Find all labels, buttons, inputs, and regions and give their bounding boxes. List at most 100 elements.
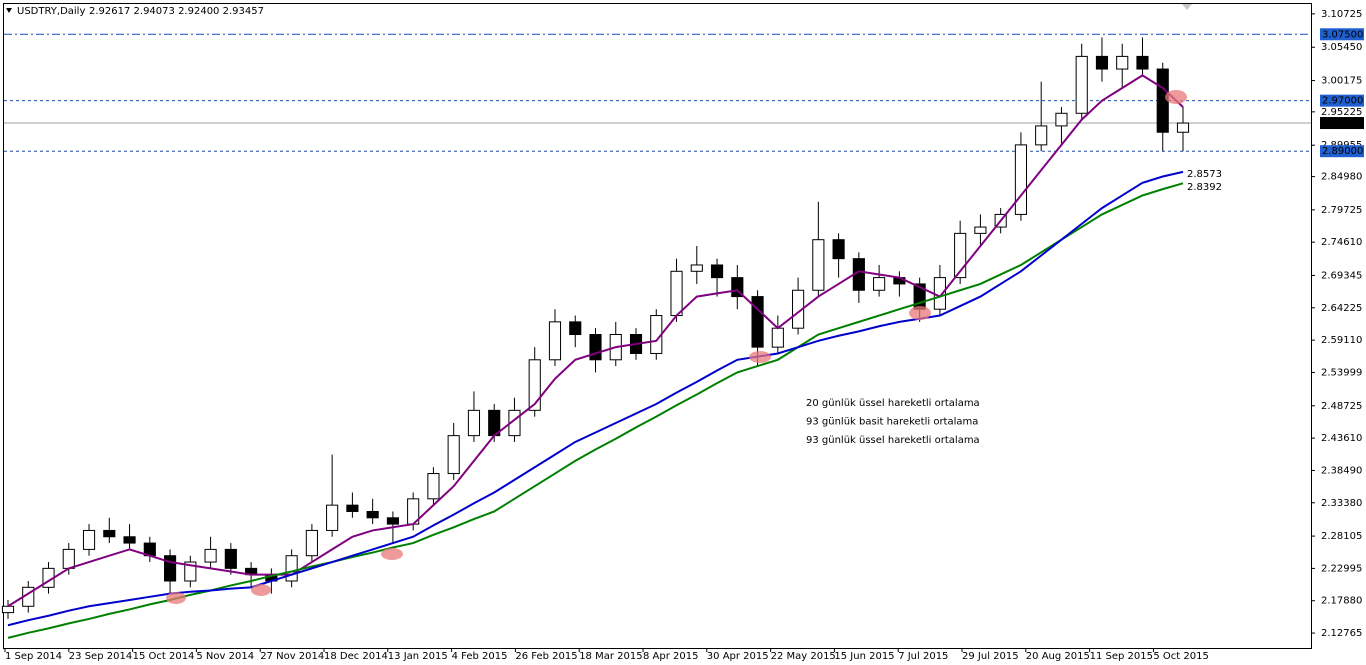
ma-line (7, 170, 1184, 627)
legend-entry: 93 günlük üssel hareketli ortalama (806, 435, 980, 446)
y-tick-label: 2.53999 (1321, 367, 1362, 378)
level-label: 3.07500 (1322, 29, 1363, 40)
x-tick-label: 1 Sep 2014 (5, 651, 62, 662)
x-tick-label: 7 Jul 2015 (898, 651, 948, 662)
plot-frame (3, 3, 1312, 649)
candle-body (569, 321, 582, 336)
candle-body (1, 605, 15, 614)
candle-body (1095, 55, 1109, 70)
candle-body (832, 239, 845, 260)
candle-body (224, 548, 237, 569)
y-tick-label: 3.10725 (1321, 9, 1362, 20)
candle-body (326, 504, 339, 531)
x-tick-label: 8 Apr 2015 (643, 651, 698, 662)
x-tick-label: 23 Sep 2014 (69, 651, 132, 662)
candle-body (163, 555, 177, 582)
candle-body (933, 277, 946, 310)
highlight (381, 548, 403, 560)
highlight (749, 351, 771, 363)
y-tick-label: 2.33380 (1321, 498, 1362, 509)
y-tick-label: 2.12765 (1321, 628, 1362, 639)
highlight (166, 592, 186, 604)
y-tick-label: 2.22995 (1321, 563, 1362, 574)
y-tick-label: 2.43610 (1321, 433, 1362, 444)
y-tick-label: 2.69345 (1321, 270, 1362, 281)
ma-line (7, 74, 1184, 608)
x-tick-label: 5 Oct 2015 (1153, 651, 1208, 662)
candle-body (1075, 55, 1088, 114)
x-tick-label: 22 May 2015 (771, 651, 836, 662)
end-label: 2.8573 (1187, 169, 1222, 180)
candle-body (974, 226, 987, 234)
candle-body (1014, 144, 1028, 215)
candle-body (1055, 112, 1068, 127)
level-tag (1320, 28, 1364, 41)
x-tick-label: 18 Mar 2015 (579, 651, 642, 662)
candle-body (427, 473, 440, 500)
candle-body (82, 529, 96, 550)
candle-body (1116, 55, 1129, 70)
level-tag (1320, 94, 1364, 107)
y-tick-label: 3.05450 (1321, 42, 1362, 53)
y-tick-label: 2.79725 (1321, 205, 1362, 216)
ma-line (7, 182, 1184, 639)
candle-body (184, 561, 197, 582)
x-tick-label: 20 Aug 2015 (1026, 651, 1090, 662)
x-tick-label: 4 Feb 2015 (452, 651, 508, 662)
highlight (1165, 90, 1187, 104)
y-tick-label: 2.95225 (1321, 107, 1362, 118)
level-tag (1320, 145, 1364, 158)
legend-entry: 93 günlük basit hareketli ortalama (806, 417, 978, 428)
price-label: 2.93457 (1322, 118, 1363, 129)
x-tick-label: 5 Nov 2014 (196, 651, 254, 662)
candle-body (285, 555, 298, 582)
candle-body (954, 232, 967, 279)
y-tick-label: 2.38490 (1321, 465, 1362, 476)
y-tick-label: 2.64225 (1321, 303, 1362, 314)
candle-body (812, 239, 825, 291)
highlight (909, 306, 931, 320)
candle-body (548, 321, 562, 361)
candle-body (123, 536, 136, 544)
candle-body (447, 435, 460, 475)
end-label: 2.8392 (1187, 182, 1222, 193)
candle-body (204, 548, 217, 563)
y-tick-label: 3.00175 (1321, 76, 1362, 87)
candle-body (710, 264, 724, 279)
menu-arrow[interactable] (6, 8, 12, 13)
candle-body (1176, 122, 1190, 133)
header-values: 2.92617 2.94073 2.92400 2.93457 (89, 6, 264, 17)
y-tick-label: 2.59110 (1321, 335, 1362, 346)
y-tick-label: 2.28105 (1321, 531, 1362, 542)
candle-body (346, 504, 359, 512)
y-tick-label: 2.48725 (1321, 401, 1362, 412)
x-tick-label: 15 Jun 2015 (834, 651, 894, 662)
x-tick-label: 15 Oct 2014 (133, 651, 195, 662)
highlights (166, 90, 1187, 604)
candle-body (1035, 125, 1048, 146)
x-tick-label: 26 Feb 2015 (515, 651, 577, 662)
x-tick-label: 27 Nov 2014 (260, 651, 324, 662)
candle-body (690, 264, 703, 272)
candle-body (731, 277, 744, 298)
candle-body (670, 270, 683, 317)
highlight (251, 584, 271, 596)
y-tick-label: 2.74610 (1321, 237, 1362, 248)
x-tick-label: 11 Sep 2015 (1090, 651, 1153, 662)
candle-body (751, 296, 764, 348)
price-tag (1320, 117, 1364, 130)
legend-entry: 20 günlük üssel hareketli ortalama (806, 398, 980, 409)
candle-body (103, 529, 116, 538)
candle-body (366, 510, 379, 519)
y-tick-label: 2.84980 (1321, 172, 1362, 183)
y-tick-label: 2.17880 (1321, 596, 1362, 607)
candle-body (771, 327, 784, 348)
level-label: 2.89000 (1322, 146, 1363, 157)
candle-body (467, 409, 481, 437)
candle-body (62, 548, 75, 569)
candle-body (305, 529, 318, 557)
chart-title: USDTRY,Daily (17, 6, 85, 17)
level-label: 2.97000 (1322, 96, 1363, 107)
